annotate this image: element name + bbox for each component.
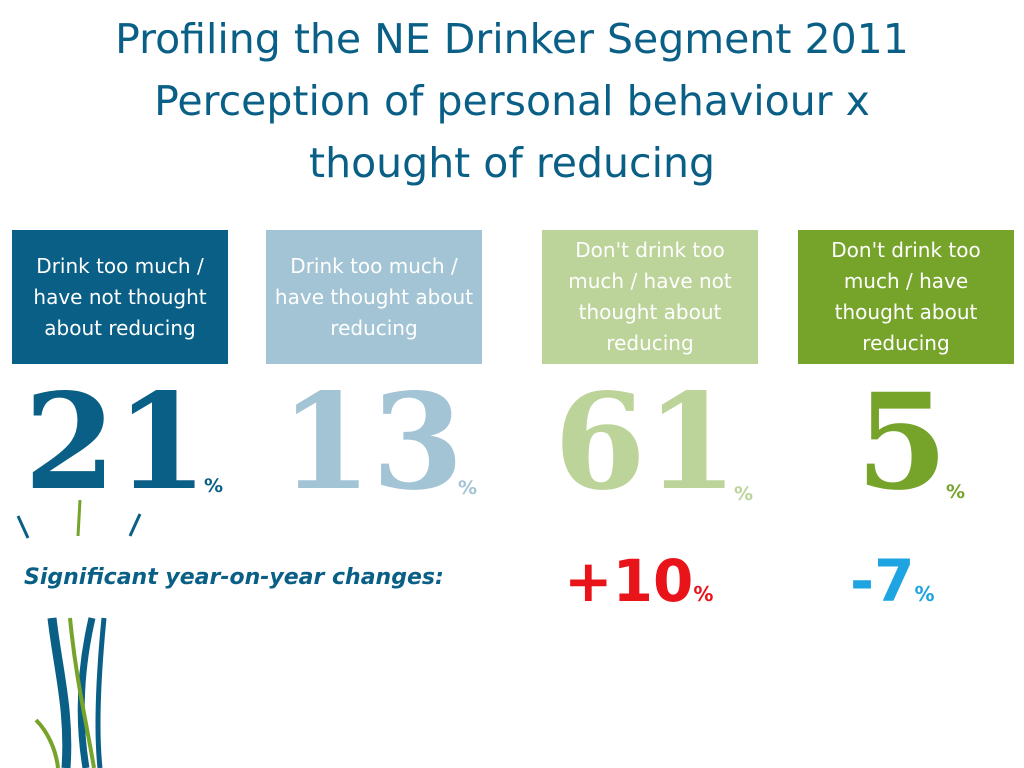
grass-stroke	[34, 718, 60, 768]
segment-value-1: 21	[24, 365, 208, 520]
segment-label: Drink too much / have not thought about …	[33, 253, 207, 340]
changes-label: Significant year-on-year changes:	[24, 565, 444, 590]
grass-stroke	[68, 617, 96, 768]
title-line-2: Perception of personal behaviour x	[154, 77, 870, 125]
change-number: +10	[564, 547, 694, 615]
segment-box-3: Don't drink too much / have not thought …	[542, 230, 758, 364]
segment-box-1: Drink too much / have not thought about …	[12, 230, 228, 364]
page-title: Profiling the NE Drinker Segment 2011 Pe…	[0, 8, 1024, 194]
segment-unit-2: %	[458, 477, 478, 499]
grass-stroke	[95, 617, 107, 768]
grass-stroke	[47, 617, 72, 768]
segment-value-2: 13	[280, 365, 464, 520]
change-value-2: -7%	[850, 548, 934, 627]
change-unit: %	[914, 582, 935, 606]
segment-label: Don't drink too much / have thought abou…	[831, 238, 981, 355]
change-number: -7	[850, 547, 915, 615]
title-line-1: Profiling the NE Drinker Segment 2011	[115, 15, 909, 63]
segment-label: Don't drink too much / have not thought …	[568, 238, 732, 355]
segment-label: Drink too much / have thought about redu…	[274, 253, 474, 340]
change-value-1: +10%	[564, 548, 713, 627]
grass-stroke	[128, 513, 142, 537]
segment-unit-1: %	[204, 475, 224, 497]
grass-stroke	[16, 515, 30, 539]
segment-unit-3: %	[734, 483, 754, 505]
change-unit: %	[693, 582, 714, 606]
segment-box-2: Drink too much / have thought about redu…	[266, 230, 482, 364]
grass-decoration-icon	[16, 500, 142, 768]
title-line-3: thought of reducing	[309, 139, 715, 187]
segment-value-4: 5	[856, 365, 948, 520]
segment-unit-4: %	[946, 481, 966, 503]
segment-box-4: Don't drink too much / have thought abou…	[798, 230, 1014, 364]
grass-stroke	[76, 500, 82, 537]
segment-value-3: 61	[554, 365, 738, 520]
